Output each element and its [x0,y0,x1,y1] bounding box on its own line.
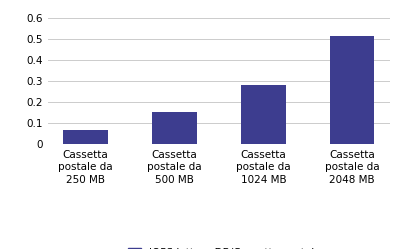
Bar [241,85,286,144]
Legend: IOPS lettura DB/Cassetta postale: IOPS lettura DB/Cassetta postale [128,248,321,249]
Bar [63,130,108,144]
Bar [152,112,197,144]
Bar [330,36,375,144]
